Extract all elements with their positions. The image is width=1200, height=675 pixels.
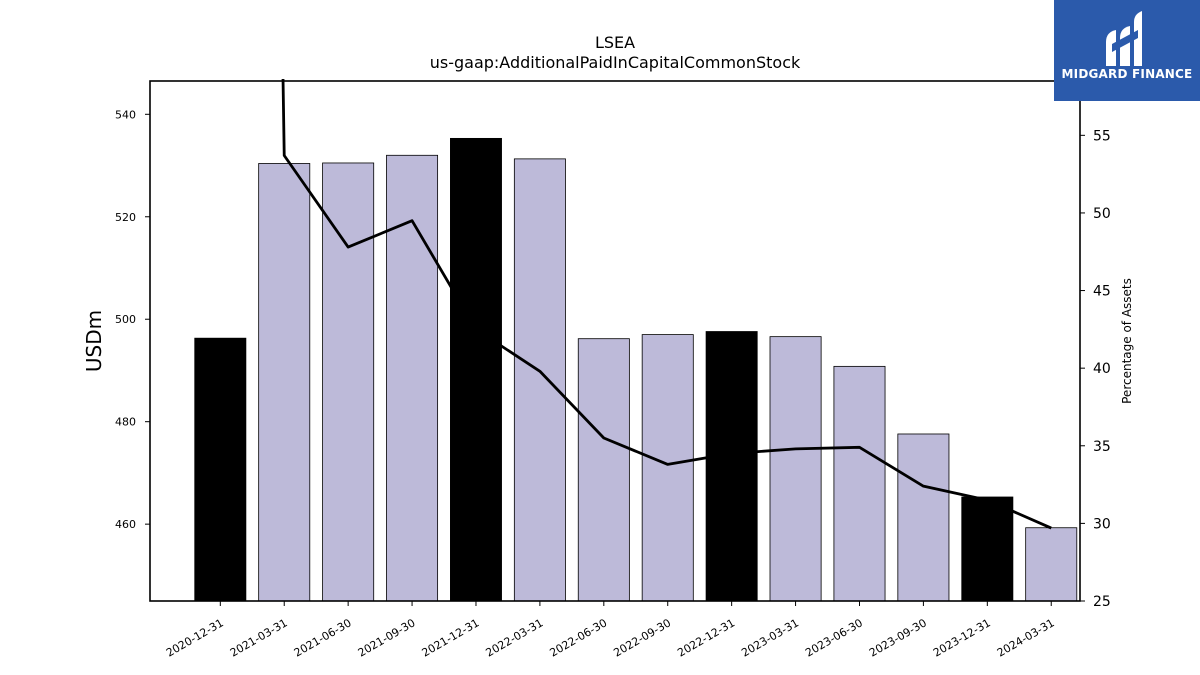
plot-frame [149, 80, 1081, 602]
bar [1025, 527, 1078, 602]
x-tick-label: 2023-09-30 [867, 616, 929, 659]
chart-subtitle: us-gaap:AdditionalPaidInCapitalCommonSto… [430, 53, 801, 72]
bar [577, 338, 630, 602]
y-tick-label: 480 [115, 416, 136, 429]
y-tick-label: 500 [115, 313, 136, 326]
bar [386, 154, 439, 602]
x-tick-label: 2022-09-30 [611, 616, 673, 659]
bar [833, 365, 886, 602]
x-tick-label: 2020-12-31 [164, 616, 226, 659]
logo-mark-icon [1106, 11, 1142, 66]
x-tick-label: 2022-12-31 [675, 616, 737, 659]
y-axis-label: USDm [82, 310, 106, 372]
bar [641, 334, 694, 602]
y2-tick-label: 50 [1093, 206, 1111, 222]
x-tick-label: 2023-12-31 [931, 616, 993, 659]
y2-tick-label: 45 [1093, 284, 1111, 300]
x-tick-label: 2021-06-30 [292, 616, 354, 659]
x-tick-label: 2021-09-30 [356, 616, 418, 659]
chart-title: LSEA [595, 33, 635, 52]
x-tick-label: 2021-12-31 [420, 616, 482, 659]
bar [513, 158, 566, 602]
x-tick-label: 2021-03-31 [228, 616, 290, 659]
bar [705, 331, 758, 602]
brand-logo: MIDGARD FINANCE [1054, 0, 1200, 101]
logo-text: MIDGARD FINANCE [1061, 67, 1193, 81]
bar [322, 162, 375, 602]
y2-tick-label: 40 [1093, 361, 1111, 377]
bar [258, 163, 311, 602]
bar [194, 337, 247, 602]
bar [897, 433, 950, 602]
series-line [281, 78, 1052, 530]
x-tick-label: 2023-06-30 [803, 616, 865, 659]
bar [769, 336, 822, 602]
x-tick-label: 2024-03-31 [995, 616, 1057, 659]
bar-group [194, 137, 1078, 602]
x-tick-label: 2022-06-30 [547, 616, 609, 659]
y-tick-label: 520 [115, 211, 136, 224]
y2-tick-label: 35 [1093, 439, 1111, 455]
y2-tick-label: 25 [1093, 594, 1111, 610]
y-tick-label: 460 [115, 518, 136, 531]
x-tick-label: 2023-03-31 [739, 616, 801, 659]
line-group [281, 78, 1052, 530]
y2-axis-label: Percentage of Assets [1120, 278, 1134, 404]
bar [961, 496, 1014, 602]
y2-tick-label: 30 [1093, 516, 1111, 532]
x-tick-label: 2022-03-31 [484, 616, 546, 659]
y-tick-label: 540 [115, 108, 136, 121]
bar [450, 137, 502, 602]
y2-tick-label: 55 [1093, 128, 1111, 144]
